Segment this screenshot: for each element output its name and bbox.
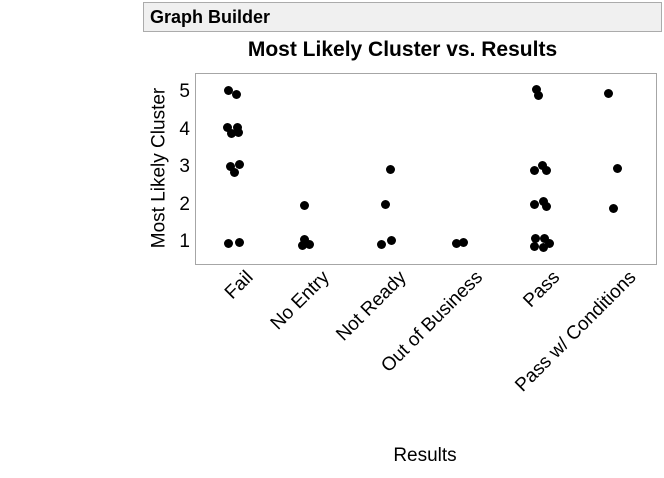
data-point[interactable]: [544, 238, 554, 248]
data-point[interactable]: [537, 160, 547, 170]
data-point[interactable]: [529, 241, 539, 251]
data-point[interactable]: [231, 89, 241, 99]
data-point[interactable]: [541, 202, 551, 211]
data-point[interactable]: [387, 235, 397, 245]
data-point[interactable]: [529, 165, 539, 175]
data-point[interactable]: [613, 163, 623, 173]
data-point[interactable]: [381, 200, 391, 209]
x-tick-label: No Entry: [266, 267, 334, 335]
plot-area[interactable]: [195, 73, 657, 265]
data-point[interactable]: [538, 242, 548, 252]
data-point[interactable]: [541, 165, 551, 175]
data-point[interactable]: [529, 200, 539, 209]
x-tick-label: Not Ready: [332, 267, 411, 346]
data-point[interactable]: [538, 197, 548, 206]
y-tick-label: 5: [179, 81, 190, 102]
data-point[interactable]: [226, 129, 236, 138]
data-point[interactable]: [604, 88, 614, 98]
x-tick-label: Fail: [220, 267, 258, 304]
data-point[interactable]: [233, 128, 243, 137]
data-point[interactable]: [609, 204, 619, 213]
data-point[interactable]: [225, 161, 235, 171]
data-point[interactable]: [304, 239, 314, 249]
x-axis-title: Results: [393, 445, 457, 466]
data-point[interactable]: [299, 201, 309, 210]
y-tick-label: 1: [179, 231, 190, 252]
data-point[interactable]: [234, 237, 244, 247]
data-point[interactable]: [232, 123, 242, 132]
x-tick-label: Pass: [519, 267, 564, 312]
data-point[interactable]: [377, 239, 387, 249]
data-point[interactable]: [234, 159, 244, 169]
data-point[interactable]: [222, 123, 232, 132]
data-point[interactable]: [531, 84, 541, 94]
data-point[interactable]: [458, 237, 468, 247]
chart-title: Most Likely Cluster vs. Results: [247, 38, 558, 61]
data-point[interactable]: [223, 85, 233, 95]
data-point[interactable]: [533, 90, 543, 100]
data-point[interactable]: [223, 238, 233, 248]
data-point[interactable]: [297, 240, 307, 250]
y-tick-label: 2: [179, 193, 190, 215]
data-point[interactable]: [451, 238, 461, 248]
window-title: Graph Builder: [150, 6, 271, 27]
data-point[interactable]: [530, 233, 540, 243]
graph-builder-title-bar[interactable]: Graph Builder: [143, 2, 662, 32]
data-point[interactable]: [386, 164, 396, 174]
data-point[interactable]: [229, 167, 239, 177]
data-point[interactable]: [299, 234, 309, 244]
y-tick-label: 3: [179, 156, 190, 177]
y-tick-label: 4: [179, 118, 190, 140]
data-point[interactable]: [539, 233, 549, 243]
